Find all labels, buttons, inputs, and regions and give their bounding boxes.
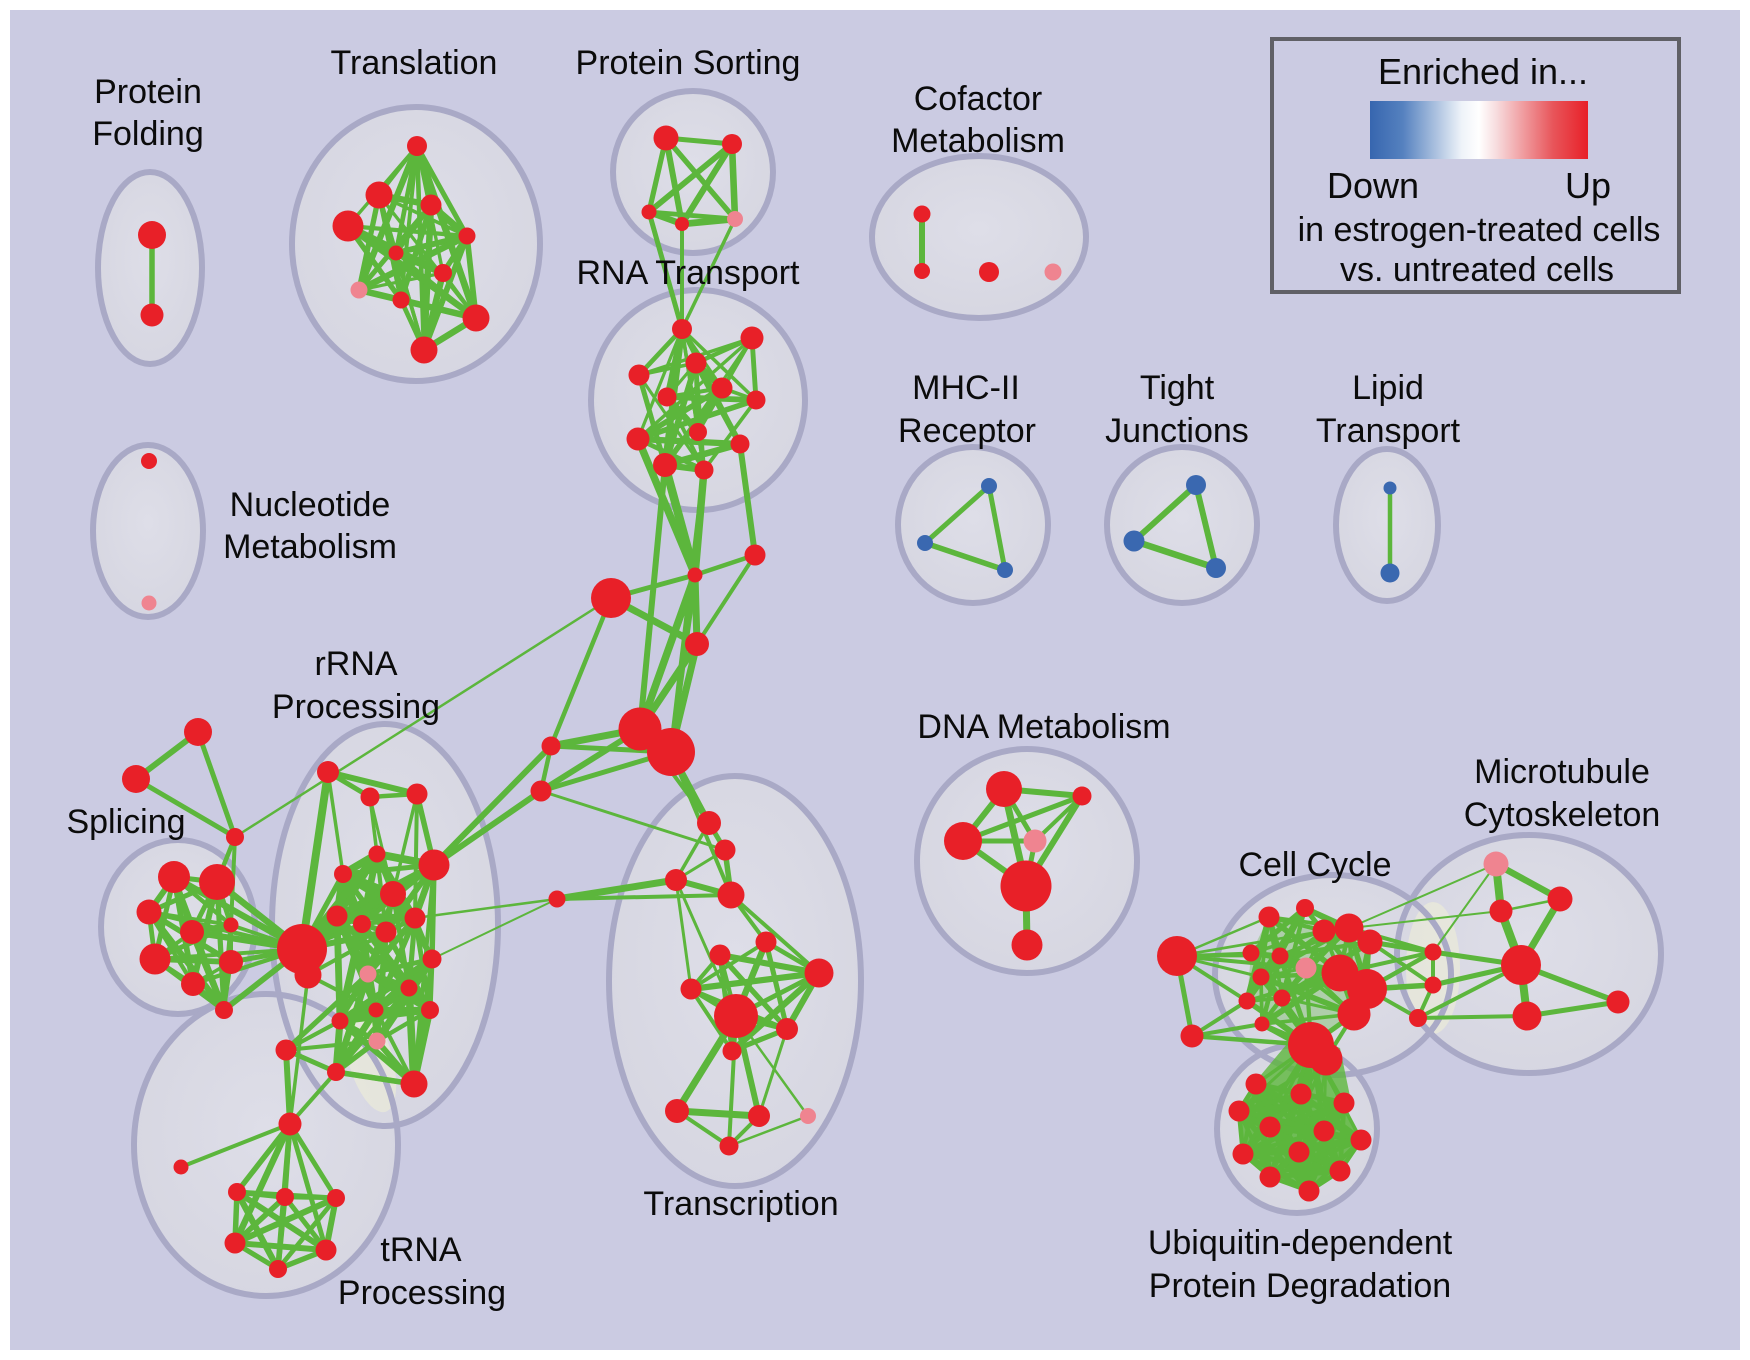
svg-text:Cytoskeleton: Cytoskeleton — [1464, 796, 1661, 834]
svg-text:Down: Down — [1327, 165, 1419, 206]
svg-text:Ubiquitin-dependent: Ubiquitin-dependent — [1148, 1224, 1453, 1262]
svg-text:Enriched in...: Enriched in... — [1378, 51, 1588, 92]
svg-text:Nucleotide: Nucleotide — [230, 486, 391, 524]
svg-text:RNA Transport: RNA Transport — [577, 254, 801, 292]
svg-text:Protein: Protein — [94, 73, 202, 111]
svg-text:MHC-II: MHC-II — [912, 369, 1020, 407]
svg-text:Translation: Translation — [331, 44, 498, 82]
svg-text:Protein Sorting: Protein Sorting — [576, 44, 801, 82]
svg-text:Tight: Tight — [1140, 369, 1215, 407]
svg-text:Folding: Folding — [92, 115, 204, 153]
svg-text:vs. untreated cells: vs. untreated cells — [1340, 251, 1614, 289]
svg-text:Microtubule: Microtubule — [1474, 753, 1650, 791]
svg-text:Lipid: Lipid — [1352, 369, 1424, 407]
svg-text:DNA Metabolism: DNA Metabolism — [917, 708, 1170, 746]
svg-text:rRNA: rRNA — [314, 645, 397, 683]
svg-text:Receptor: Receptor — [898, 412, 1036, 450]
svg-text:Processing: Processing — [272, 688, 440, 726]
svg-text:Up: Up — [1565, 165, 1611, 206]
svg-text:Splicing: Splicing — [66, 803, 185, 841]
svg-text:Cofactor: Cofactor — [914, 80, 1043, 118]
svg-text:Protein Degradation: Protein Degradation — [1149, 1267, 1451, 1305]
svg-text:Junctions: Junctions — [1105, 412, 1249, 450]
svg-text:Cell Cycle: Cell Cycle — [1238, 846, 1391, 884]
svg-text:Processing: Processing — [338, 1274, 506, 1312]
svg-text:in estrogen-treated cells: in estrogen-treated cells — [1298, 211, 1661, 249]
svg-text:Metabolism: Metabolism — [891, 122, 1065, 160]
svg-text:Metabolism: Metabolism — [223, 528, 397, 566]
svg-text:Transcription: Transcription — [643, 1185, 838, 1223]
svg-text:Transport: Transport — [1316, 412, 1461, 450]
svg-text:tRNA: tRNA — [380, 1231, 462, 1269]
